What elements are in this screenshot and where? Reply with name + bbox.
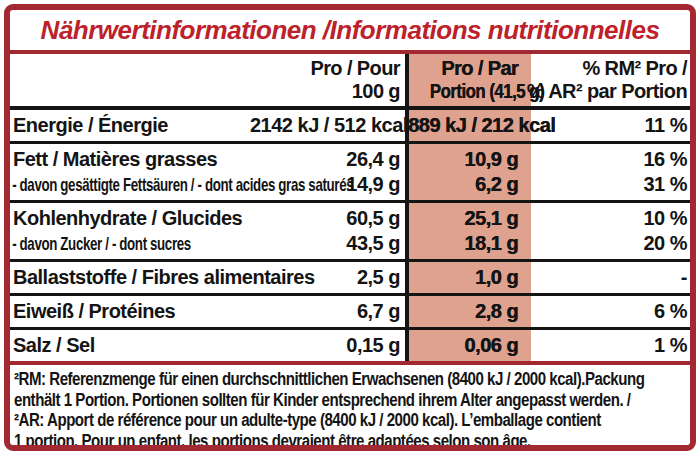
cell-rm: 6 % — [524, 299, 690, 324]
cell-rm: 16 % — [524, 147, 690, 172]
row-label: Eiweiß / Protéines — [10, 299, 250, 324]
row-label: - davon Zucker / - dont sucres — [10, 231, 250, 256]
cell-portion: 1,0 g — [408, 265, 524, 290]
footnote-line: ²AR: Apport de référence pour un adulte-… — [14, 410, 690, 431]
cell-portion: 25,1 g — [408, 206, 524, 231]
footnote-line: enthält 1 Portion. Portionen sollten für… — [14, 390, 690, 411]
row-label: Salz / Sel — [10, 333, 250, 358]
table-row-salt: Salz / Sel 0,15 g 0,06 g 1 % — [10, 333, 690, 358]
table-row-fiber: Ballaststoffe / Fibres alimentaires 2,5 … — [10, 265, 690, 290]
cell-rm: - — [524, 265, 690, 290]
cell-rm: 1 % — [524, 333, 690, 358]
footnote-line: 1 portion. Pour un enfant, les portions … — [14, 431, 690, 446]
row-label: Kohlenhydrate / Glucides — [10, 206, 250, 231]
header-per-portion: Pro / Par Portion (41,5 g) — [408, 57, 524, 103]
cell-portion: 6,2 g — [408, 172, 524, 197]
row-group-fat: Fett / Matières grasses 26,4 g 10,9 g 16… — [10, 144, 690, 203]
header-per-100g: Pro / Pour 100 g — [250, 57, 408, 103]
cell-per100: 2,5 g — [250, 265, 408, 290]
nutrition-table: Pro / Pour 100 g Pro / Par Portion (41,5… — [10, 54, 690, 361]
cell-portion: 10,9 g — [408, 147, 524, 172]
cell-per100: 60,5 g — [250, 206, 408, 231]
title-bar: Nährwertinformationen /Informations nutr… — [10, 10, 690, 54]
table-row-saturated-fat: - davon gesättigte Fettsäuren / - dont a… — [10, 172, 690, 197]
nutrition-label: Nährwertinformationen /Informations nutr… — [4, 4, 696, 451]
cell-per100: 43,5 g — [250, 231, 408, 256]
row-label: - davon gesättigte Fettsäuren / - dont a… — [10, 172, 250, 197]
footnote-line: ²RM: Referenzmenge für einen durchschnit… — [14, 369, 690, 390]
reference-footnote: ²RM: Referenzmenge für einen durchschnit… — [10, 365, 690, 445]
cell-rm: 31 % — [524, 172, 690, 197]
cell-portion: 0,06 g — [408, 333, 524, 358]
row-label: Fett / Matières grasses — [10, 147, 250, 172]
table-row-protein: Eiweiß / Protéines 6,7 g 2,8 g 6 % — [10, 299, 690, 324]
row-group-energy: Energie / Énergie 2142 kJ / 512 kcal 889… — [10, 110, 690, 144]
table-header: Pro / Pour 100 g Pro / Par Portion (41,5… — [10, 54, 690, 110]
cell-per100: 2142 kJ / 512 kcal — [250, 113, 408, 138]
cell-rm: 20 % — [524, 231, 690, 256]
cell-portion: 18,1 g — [408, 231, 524, 256]
cell-portion: 889 kJ / 212 kcal — [408, 113, 524, 138]
cell-per100: 26,4 g — [250, 147, 408, 172]
row-group-carbohydrates: Kohlenhydrate / Glucides 60,5 g 25,1 g 1… — [10, 203, 690, 262]
row-label: Energie / Énergie — [10, 113, 250, 138]
cell-per100: 0,15 g — [250, 333, 408, 358]
page-title: Nährwertinformationen /Informations nutr… — [41, 15, 660, 46]
table-row-carbohydrates: Kohlenhydrate / Glucides 60,5 g 25,1 g 1… — [10, 206, 690, 231]
row-group-salt: Salz / Sel 0,15 g 0,06 g 1 % — [10, 330, 690, 361]
row-group-fiber: Ballaststoffe / Fibres alimentaires 2,5 … — [10, 262, 690, 296]
table-row-energy: Energie / Énergie 2142 kJ / 512 kcal 889… — [10, 113, 690, 138]
cell-rm: 11 % — [524, 113, 690, 138]
table-row-fat: Fett / Matières grasses 26,4 g 10,9 g 16… — [10, 147, 690, 172]
cell-portion: 2,8 g — [408, 299, 524, 324]
row-label: Ballaststoffe / Fibres alimentaires — [10, 265, 250, 290]
table-row-sugars: - davon Zucker / - dont sucres 43,5 g 18… — [10, 231, 690, 256]
cell-per100: 6,7 g — [250, 299, 408, 324]
header-percent-rm: % RM² Pro / % AR² par Portion — [524, 57, 690, 103]
row-group-protein: Eiweiß / Protéines 6,7 g 2,8 g 6 % — [10, 296, 690, 330]
cell-rm: 10 % — [524, 206, 690, 231]
